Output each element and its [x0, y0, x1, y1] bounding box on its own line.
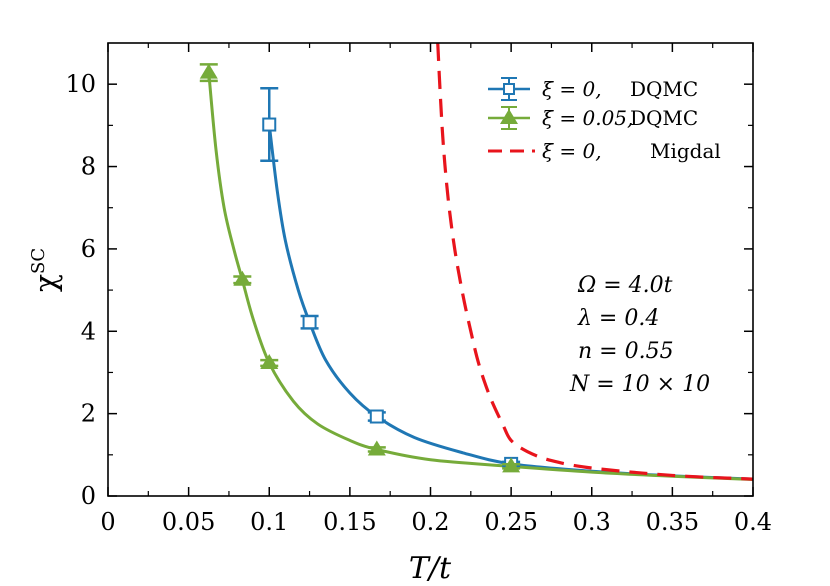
- legend: ξ = 0, DQMC ξ = 0.05, DQMC ξ = 0, Migdal: [488, 77, 721, 163]
- y-tick-label: 8: [81, 153, 96, 181]
- annotation-n: n = 0.55: [578, 339, 674, 364]
- data-point: [260, 353, 279, 369]
- y-tick-label: 10: [65, 70, 96, 98]
- data-point: [233, 270, 252, 286]
- square-marker-icon: [503, 83, 515, 95]
- triangle-marker: [260, 353, 279, 369]
- x-tick-label: 0.05: [162, 508, 215, 536]
- y-tick-label: 0: [81, 482, 96, 510]
- x-tick-label: 0.25: [484, 508, 537, 536]
- legend-method: DQMC: [630, 77, 698, 101]
- y-tick-label: 4: [81, 317, 96, 345]
- y-tick-label: 2: [81, 400, 96, 428]
- data-point: [199, 63, 218, 83]
- annotation-lambda: λ = 0.4: [577, 306, 659, 331]
- annotation-omega: Ω = 4.0t: [577, 273, 673, 298]
- legend-entry-xi005-dqmc: ξ = 0.05, DQMC: [488, 106, 698, 130]
- square-marker: [262, 117, 277, 132]
- x-tick-label: 0.1: [250, 508, 288, 536]
- y-axis-title: χSC: [28, 248, 64, 292]
- data-point: [367, 440, 386, 456]
- x-axis-title: T/t: [409, 551, 452, 586]
- x-tick-label: 0.3: [573, 508, 611, 536]
- legend-label: ξ = 0,: [542, 139, 602, 163]
- x-tick-label: 0.35: [646, 508, 699, 536]
- data-point: [260, 87, 279, 163]
- triangle-marker: [367, 440, 386, 456]
- x-tick-label: 0.2: [411, 508, 449, 536]
- legend-label: ξ = 0.05,: [542, 106, 633, 130]
- triangle-marker: [502, 457, 521, 473]
- x-tick-label: 0.4: [734, 508, 772, 536]
- legend-label: ξ = 0,: [542, 77, 602, 101]
- series-line-0: [267, 124, 753, 481]
- square-marker: [302, 315, 317, 330]
- data-point: [502, 457, 521, 473]
- x-tick-label: 0: [100, 508, 115, 536]
- data-point: [367, 409, 386, 424]
- triangle-marker: [199, 63, 218, 79]
- x-tick-label: 0.15: [323, 508, 376, 536]
- square-marker: [369, 409, 384, 424]
- series-line-2: [436, 43, 753, 481]
- data-point: [300, 314, 319, 330]
- y-tick-label: 6: [81, 235, 96, 263]
- triangle-marker-icon: [500, 109, 518, 124]
- triangle-marker: [233, 270, 252, 286]
- legend-entry-xi0-dqmc: ξ = 0, DQMC: [488, 77, 698, 101]
- series-line-1: [207, 72, 753, 482]
- legend-method: DQMC: [630, 106, 698, 130]
- parameter-annotations: Ω = 4.0t λ = 0.4 n = 0.55 N = 10 × 10: [569, 273, 710, 397]
- legend-method: Migdal: [650, 139, 721, 163]
- annotation-lattice: N = 10 × 10: [569, 372, 710, 397]
- legend-entry-xi0-migdal: ξ = 0, Migdal: [488, 139, 721, 163]
